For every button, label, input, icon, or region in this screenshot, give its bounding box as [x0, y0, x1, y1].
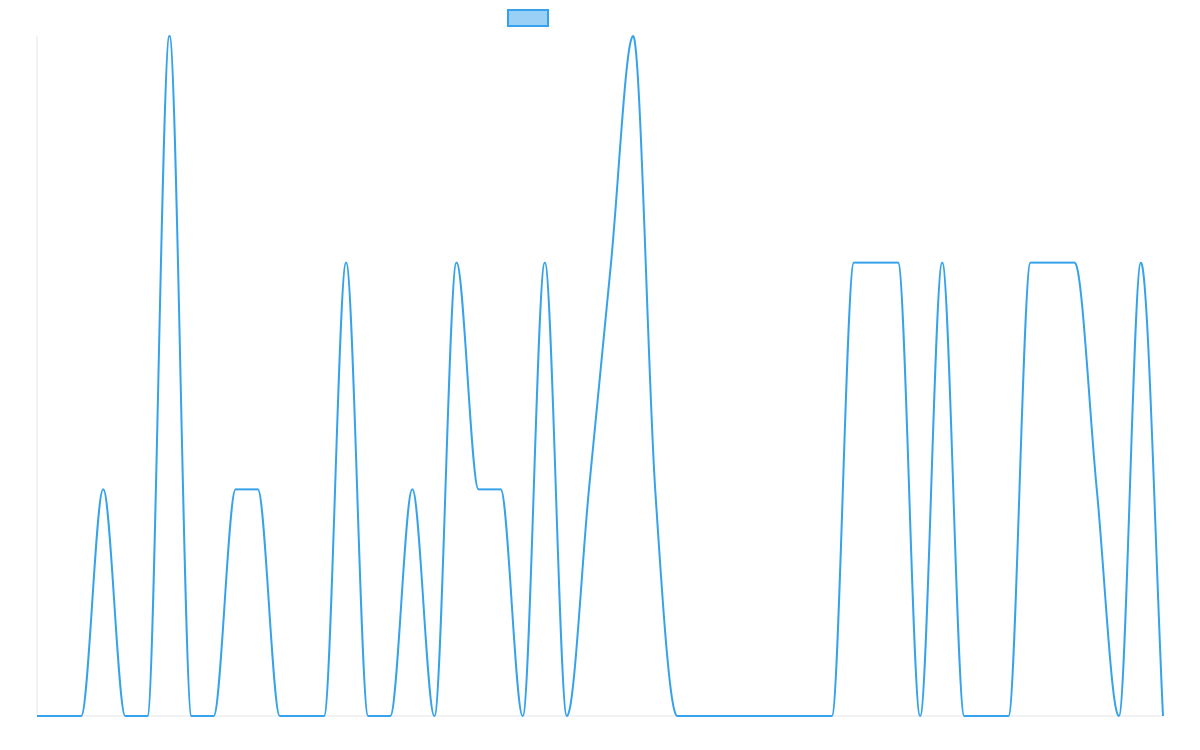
legend-swatch[interactable] — [507, 9, 549, 27]
series-line-0[interactable] — [37, 34, 1164, 718]
